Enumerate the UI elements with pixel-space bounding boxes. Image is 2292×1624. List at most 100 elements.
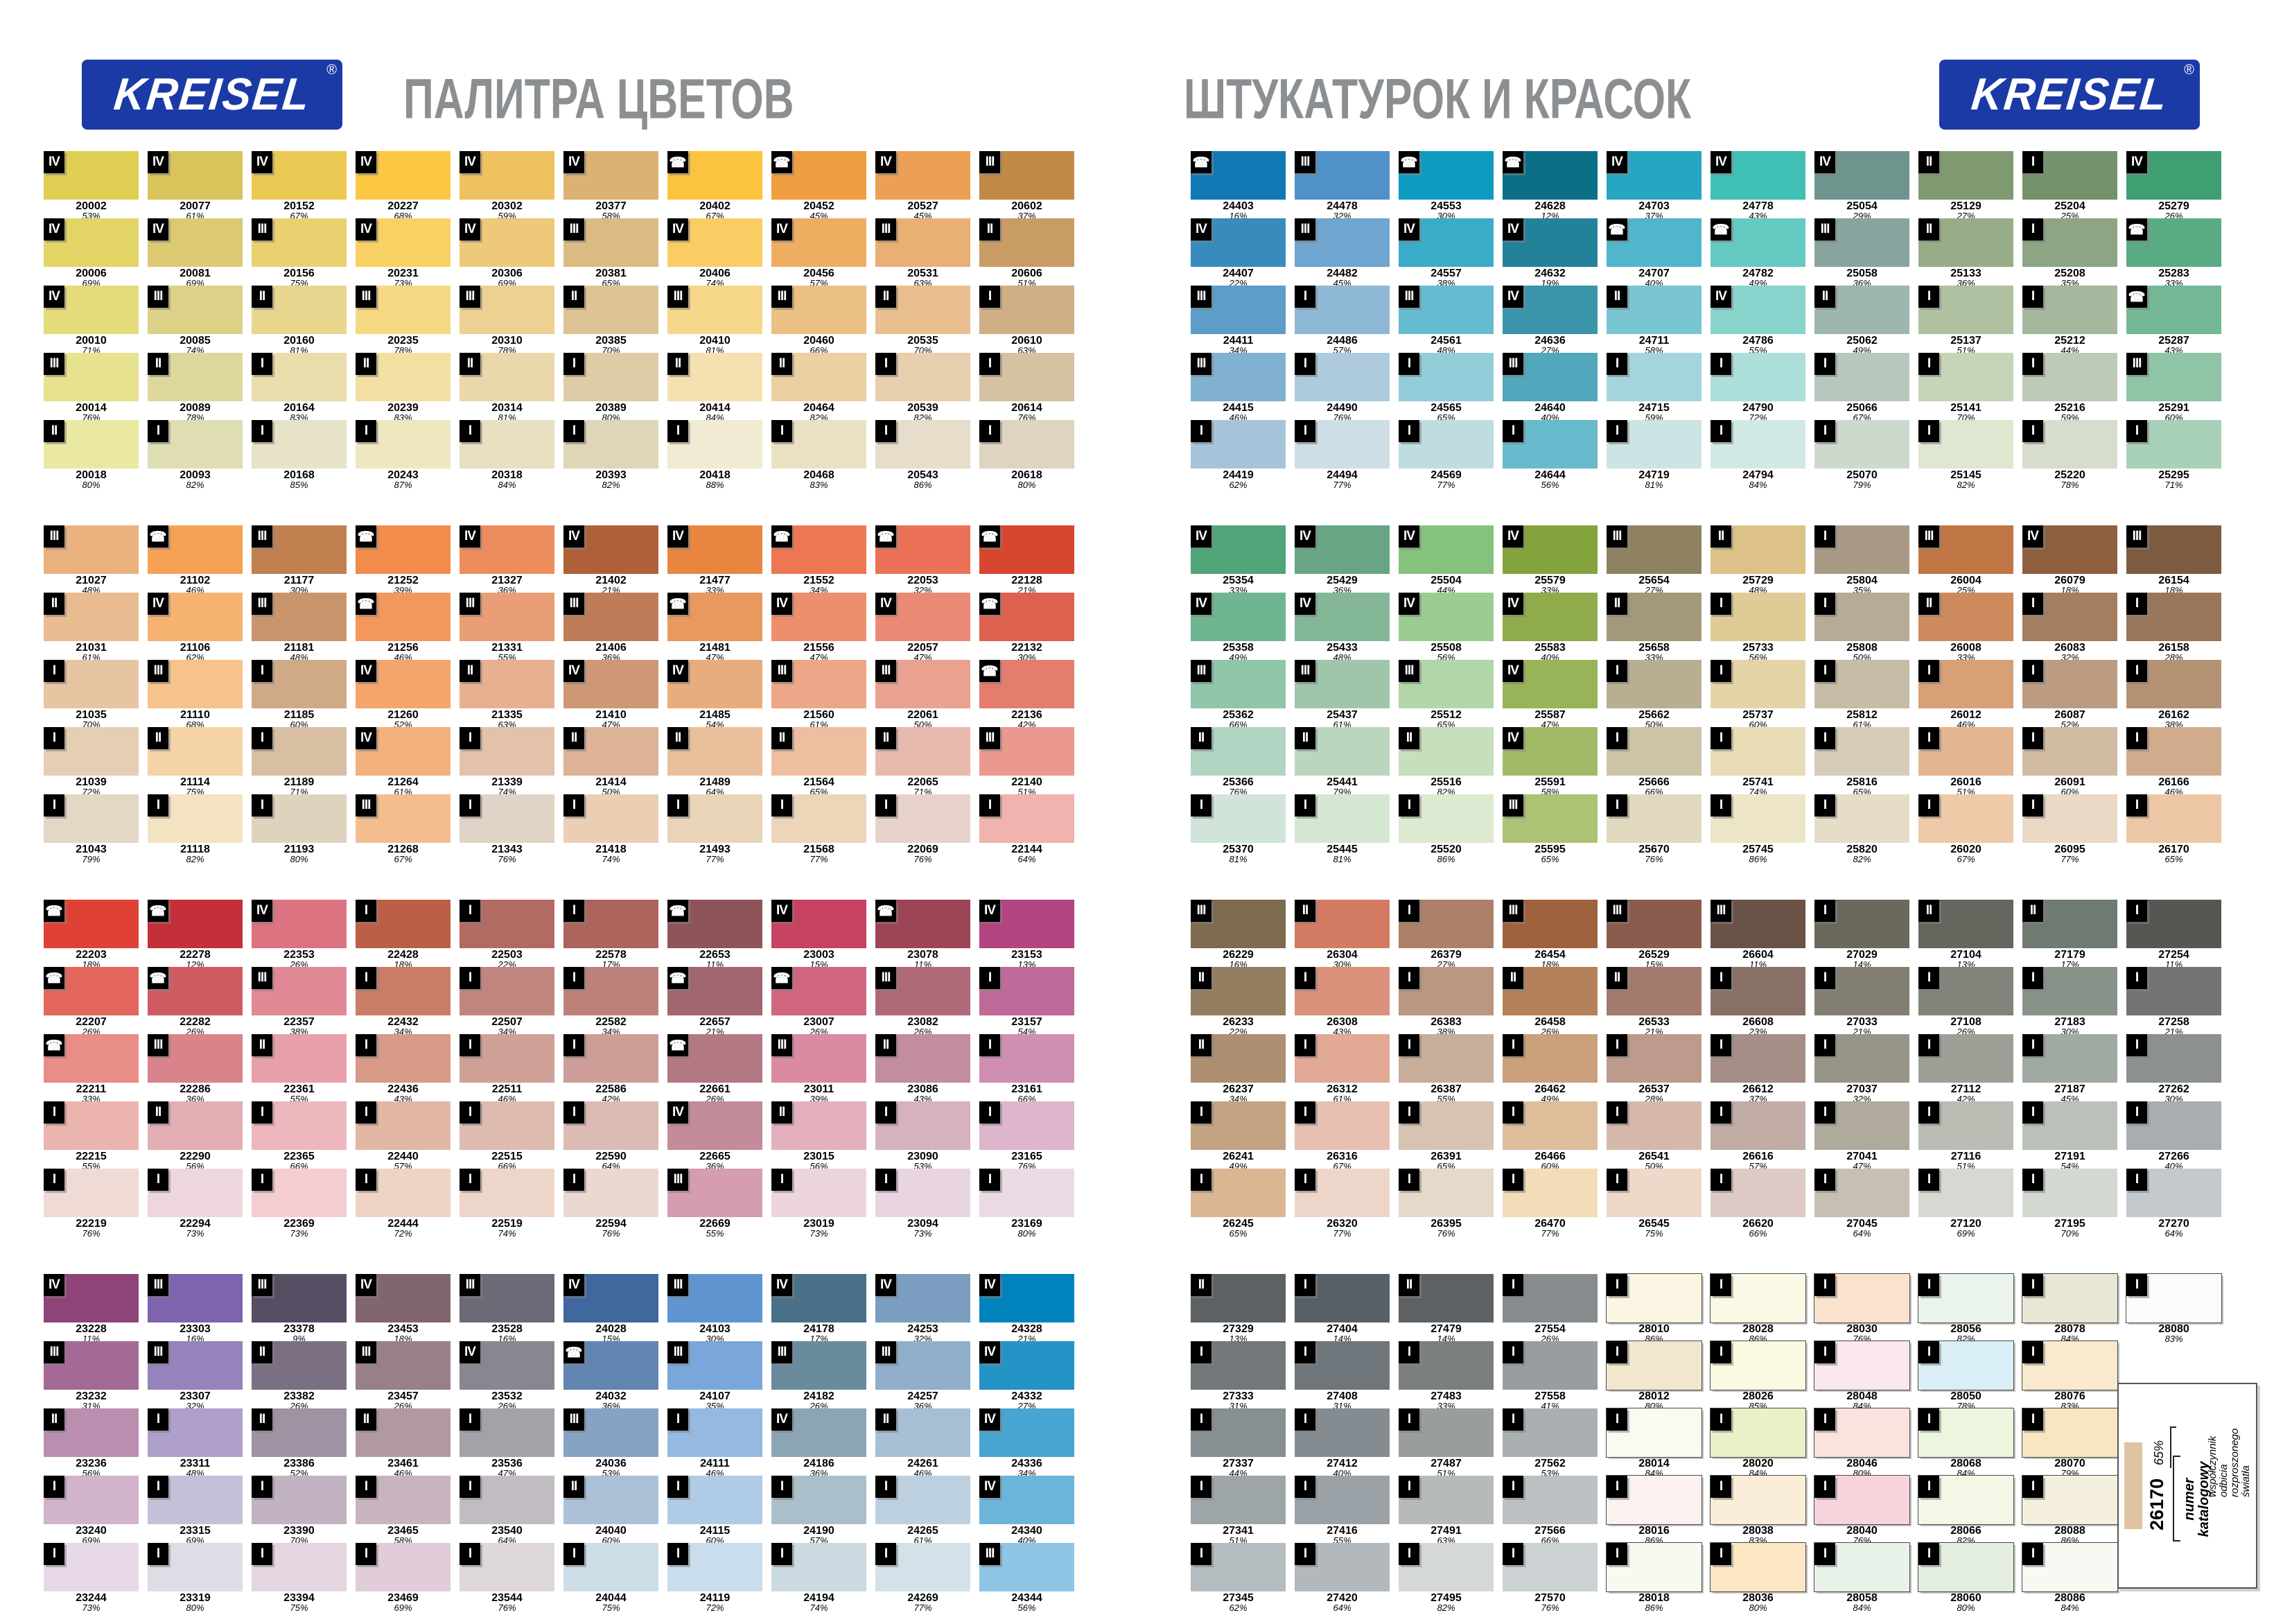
swatch-pct: 26%	[1541, 1027, 1559, 1037]
swatch-code: 24253	[907, 1323, 938, 1335]
grade-badge: I	[252, 1101, 272, 1124]
color-swatch: I	[252, 420, 347, 469]
swatch-cell: ☎ 21102 46%	[148, 525, 243, 595]
grade-badge: II	[1814, 286, 1835, 308]
grade-badge: I	[356, 1169, 376, 1191]
swatch-code: 20018	[76, 469, 107, 481]
swatch-cell: IV 24557 38%	[1399, 218, 1494, 288]
swatch-label: 22361 55%	[252, 1084, 347, 1104]
color-swatch: IV	[1295, 593, 1390, 641]
swatch-cell: I 28026 85%	[1710, 1341, 1806, 1411]
swatch-cell: II 22361 55%	[252, 1034, 347, 1104]
grade-badge: I	[1918, 1408, 1939, 1431]
swatch-label: 21031 61%	[44, 643, 139, 663]
color-swatch: I	[460, 794, 554, 843]
swatch-cell: I 25208 35%	[2022, 218, 2117, 288]
swatch-code: 27483	[1431, 1390, 1462, 1402]
swatch-code: 24194	[803, 1592, 834, 1604]
swatch-code: 22215	[76, 1151, 107, 1162]
grade-badge: I	[1295, 1169, 1315, 1191]
grade-badge: I	[1711, 593, 1731, 615]
swatch-code: 25370	[1223, 844, 1254, 855]
swatch-code: 27408	[1327, 1390, 1358, 1402]
swatch-code: 21481	[699, 642, 731, 654]
color-swatch: IV	[2126, 151, 2221, 200]
swatch-pct: 69%	[82, 278, 100, 288]
grade-badge: II	[356, 1408, 376, 1431]
swatch-label: 20381 65%	[563, 268, 658, 288]
swatch-code: 21039	[76, 776, 107, 788]
swatch-code: 24257	[907, 1390, 938, 1402]
swatch-label: 26154 18%	[2126, 575, 2221, 595]
swatch-label: 20164 83%	[252, 403, 347, 423]
swatch-code: 23090	[907, 1151, 938, 1162]
swatch-pct: 80%	[602, 412, 620, 423]
color-swatch: I	[1607, 1169, 1701, 1217]
swatch-column: IV 23228 11% III 23232 31% II 23236 56% I 23240 69%…	[44, 1274, 139, 1624]
swatch-code: 22653	[699, 949, 731, 961]
swatch-cell: III 20156 75%	[252, 218, 347, 288]
grade-badge: I	[1191, 1543, 1211, 1565]
grade-badge: I	[1814, 353, 1835, 375]
swatch-code: 24328	[1011, 1323, 1042, 1335]
swatch-cell: ☎ 24553 30%	[1399, 151, 1494, 220]
swatch-pct: 27%	[1017, 1401, 1036, 1411]
swatch-pct: 22%	[1229, 1027, 1248, 1037]
color-swatch: II	[44, 1408, 139, 1457]
swatch-column: I 22428 18% I 22432 34% I 22436 43% I 22440 57% I 224…	[356, 900, 450, 1250]
swatch-cell: IV 20302 59%	[460, 151, 554, 220]
swatch-code: 24486	[1327, 335, 1358, 347]
swatch-column: I 22578 17% I 22582 34% I 22586 42% I 22590 64% I 225…	[563, 900, 658, 1250]
swatch-code: 22432	[387, 1016, 419, 1028]
swatch-label: 22594 76%	[563, 1219, 658, 1239]
swatch-pct: 76%	[498, 854, 516, 864]
swatch-code: 20614	[1011, 402, 1042, 414]
color-swatch: I	[1606, 1341, 1702, 1390]
grade-badge: I	[1814, 660, 1835, 682]
color-swatch: I	[2022, 660, 2117, 708]
color-swatch: I	[1607, 1034, 1701, 1083]
swatch-pct: 39%	[394, 585, 412, 595]
color-swatch: I	[1295, 1341, 1390, 1390]
color-swatch: I	[252, 794, 347, 843]
grade-badge: I	[2126, 420, 2147, 442]
color-swatch: I	[2126, 1101, 2221, 1150]
swatch-cell: IV 24703 37%	[1607, 151, 1701, 220]
swatch-pct: 40%	[1541, 652, 1559, 663]
swatch-cell: II 20535 70%	[875, 286, 970, 355]
swatch-label: 24565 65%	[1399, 403, 1494, 423]
color-swatch: ☎	[356, 593, 450, 641]
swatch-label: 25820 82%	[1814, 844, 1909, 864]
swatch-cell: I 25066 67%	[1814, 353, 1909, 422]
swatch-block-1: IV 20002 53% IV 20006 69% IV 20010 71% III 20014 76…	[44, 151, 1074, 501]
color-swatch: II	[771, 1101, 866, 1150]
swatch-code: 24340	[1011, 1525, 1042, 1537]
swatch-pct: 48%	[82, 585, 100, 595]
swatch-column: I 27554 26% I 27558 41% I 27562 53% I 27566 66% I 275…	[1503, 1274, 1598, 1624]
swatch-pct: 54%	[1017, 1027, 1036, 1037]
color-swatch: ☎	[875, 525, 970, 574]
swatch-code: 22211	[76, 1083, 107, 1095]
grade-badge: II	[1918, 593, 1939, 615]
grade-badge: IV	[563, 151, 584, 173]
swatch-cell: I 27562 53%	[1503, 1408, 1598, 1478]
color-swatch: I	[1918, 1475, 2014, 1525]
swatch-pct: 77%	[913, 1603, 932, 1613]
swatch-label: 24790 72%	[1711, 403, 1805, 423]
swatch-code: 27191	[2054, 1151, 2085, 1162]
swatch-pct: 36%	[706, 1161, 724, 1171]
swatch-pct: 46%	[498, 1094, 516, 1104]
swatch-code: 20160	[283, 335, 315, 347]
swatch-code: 22219	[76, 1218, 107, 1230]
swatch-pct: 86%	[1749, 1334, 1767, 1344]
swatch-cell: I 28088 86%	[2022, 1475, 2118, 1545]
grade-badge: IV	[356, 1274, 376, 1296]
swatch-label: 20464 82%	[771, 403, 866, 423]
swatch-pct: 61%	[1333, 1094, 1351, 1104]
swatch-cell: ☎ 22136 42%	[979, 660, 1074, 729]
swatch-code: 22440	[387, 1151, 419, 1162]
swatch-code: 22278	[180, 949, 211, 961]
swatch-pct: 76%	[1853, 1334, 1871, 1344]
color-swatch: II	[1191, 1274, 1286, 1322]
swatch-pct: 84%	[706, 412, 724, 423]
